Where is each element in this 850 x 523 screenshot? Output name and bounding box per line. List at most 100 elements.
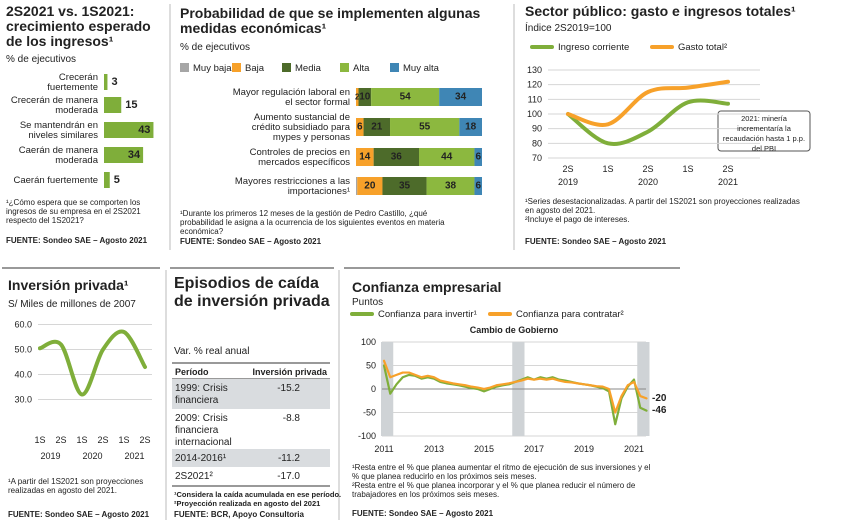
legend-label: Media xyxy=(295,63,322,74)
chart-title: Confianza empresarial xyxy=(352,279,501,295)
text-line: Episodios de caída xyxy=(174,275,319,292)
y-tick-label: 50.0 xyxy=(14,345,32,355)
data-label: 14 xyxy=(359,152,371,163)
category-label: Caerán de manera moderada xyxy=(19,145,99,166)
legend-label: Muy baja xyxy=(193,63,232,74)
footnote: ¹Series desestacionalizadas. A partir de… xyxy=(525,197,800,215)
text-line: Mayor regulación laboral en xyxy=(233,87,350,98)
chart-title: 2S2021 vs. 1S2021: crecimiento esperado de… xyxy=(6,3,151,49)
y-tick-label: 90 xyxy=(532,124,542,134)
row-shade xyxy=(172,379,330,409)
chart-title: Sector público: gasto e ingresos totales… xyxy=(525,3,796,19)
text-line: % que planea reducirlo en los próximos s… xyxy=(352,472,537,481)
series-line xyxy=(566,79,730,127)
series-line xyxy=(38,329,147,397)
footnote: ¹¿Cómo espera que se comporten los ingres… xyxy=(6,198,141,225)
x-tick-label: 2S xyxy=(722,164,733,174)
text-line: ¹Resta entre el % que planea aumentar el… xyxy=(352,463,651,472)
x-group-label: 2021 xyxy=(124,451,144,461)
legend-swatch xyxy=(232,63,241,72)
y-tick-label: 70 xyxy=(532,153,542,163)
bar-segment xyxy=(373,148,419,166)
bar xyxy=(104,97,122,113)
source: FUENTE: Sondeo SAE – Agosto 2021 xyxy=(180,237,322,246)
text-line: 2021: minería xyxy=(741,114,788,123)
text-line: Sector público: gasto e ingresos totales… xyxy=(525,3,796,19)
data-label: 38 xyxy=(445,181,457,192)
bar-segment xyxy=(358,88,372,106)
x-tick-label: 2019 xyxy=(574,444,594,454)
legend-label: Muy alta xyxy=(403,63,440,74)
series-line xyxy=(566,98,730,146)
text-line: Confianza empresarial xyxy=(352,279,501,295)
text-line: 2009: Crisis xyxy=(175,413,228,424)
x-group-label: 2019 xyxy=(558,177,578,187)
text-line: ¹A partir del 1S2021 son proyecciones xyxy=(8,477,143,486)
text-line: Controles de precios en xyxy=(250,147,350,158)
text-line: ¹¿Cómo espera que se comporten los xyxy=(6,198,140,207)
bar-segment xyxy=(419,148,475,166)
legend-swatch xyxy=(390,63,399,72)
annotation-box xyxy=(717,110,811,152)
text-line: niveles similares xyxy=(28,130,98,141)
text-line: 2S2021 vs. 1S2021: xyxy=(6,3,134,19)
data-label: 43 xyxy=(138,124,150,136)
table-cell: -15.2 xyxy=(277,383,300,394)
legend-swatch xyxy=(282,63,291,72)
legend-swatch xyxy=(340,63,349,72)
x-tick-label: 1S xyxy=(602,164,613,174)
source: FUENTE: Sondeo SAE – Agosto 2021 xyxy=(8,510,150,519)
chart-subtitle: Índice 2S2019=100 xyxy=(525,21,612,34)
data-label: 20 xyxy=(364,181,376,192)
source: FUENTE: Sondeo SAE – Agosto 2021 xyxy=(525,237,667,246)
legend-label: Alta xyxy=(353,63,370,74)
bar-segment xyxy=(357,177,383,195)
y-tick-label: -50 xyxy=(363,408,376,418)
text-line: Se mantendrán en xyxy=(20,120,98,131)
x-tick-label: 2S xyxy=(55,435,66,445)
source: FUENTE: Sondeo SAE – Agosto 2021 xyxy=(352,509,494,518)
text-line: importaciones¹ xyxy=(288,186,350,197)
footnote: ¹Resta entre el % que planea aumentar el… xyxy=(352,463,651,481)
table-header: Inversión privada xyxy=(252,367,328,377)
row-shade xyxy=(172,449,330,467)
text-line: económica? xyxy=(180,227,224,236)
legend-label: Baja xyxy=(245,63,265,74)
text-line: ingresos de su empresa en el 2S2021 xyxy=(6,207,141,216)
x-group-label: 2019 xyxy=(40,451,60,461)
category-label: Controles de precios en mercados específi… xyxy=(250,147,351,168)
legend-label: Confianza para invertir¹ xyxy=(378,309,477,320)
text-line: 1999: Crisis xyxy=(175,383,228,394)
text-line: moderada xyxy=(55,105,98,116)
legend-swatch xyxy=(180,63,189,72)
x-tick-label: 2S xyxy=(562,164,573,174)
text-line: mercados específicos xyxy=(258,157,350,168)
legend-label: Gasto total² xyxy=(678,42,727,53)
text-line: incrementaría la xyxy=(737,124,792,133)
bar-segment xyxy=(426,177,475,195)
annotation: 2021: minería incrementaría la recaudación… xyxy=(723,114,805,153)
text-line: Inversión privada¹ xyxy=(8,277,129,293)
footnote: ²Proyección realizada en agosto del 2021 xyxy=(174,499,320,508)
end-label: -20 xyxy=(652,393,667,404)
x-tick-label: 2S xyxy=(642,164,653,174)
x-tick-label: 2011 xyxy=(374,444,393,454)
y-tick-label: 120 xyxy=(527,80,542,90)
x-tick-label: 2S xyxy=(97,435,108,445)
data-label: 10 xyxy=(359,92,371,103)
text-line: ²Incluye el pago de intereses. xyxy=(525,215,630,224)
x-tick-label: 2S xyxy=(139,435,150,445)
y-tick-label: 100 xyxy=(361,337,376,347)
source: FUENTE: BCR, Apoyo Consultoria xyxy=(174,510,304,519)
text-line: probabilidad le asigna a la ocurrencia d… xyxy=(180,218,445,227)
table-cell: 2S2021² xyxy=(175,471,213,482)
bar-segment xyxy=(382,177,427,195)
text-line: Mayores restricciones a las xyxy=(235,176,350,187)
table-title: Episodios de caída de inversión privada xyxy=(174,275,330,310)
text-line: moderada xyxy=(55,155,98,166)
x-tick-label: 2021 xyxy=(624,444,644,454)
category-label: Caerán fuertemente xyxy=(14,175,99,186)
text-line: en agosto del 2021. xyxy=(525,206,595,215)
category-label: Se mantendrán en niveles similares xyxy=(20,120,98,141)
